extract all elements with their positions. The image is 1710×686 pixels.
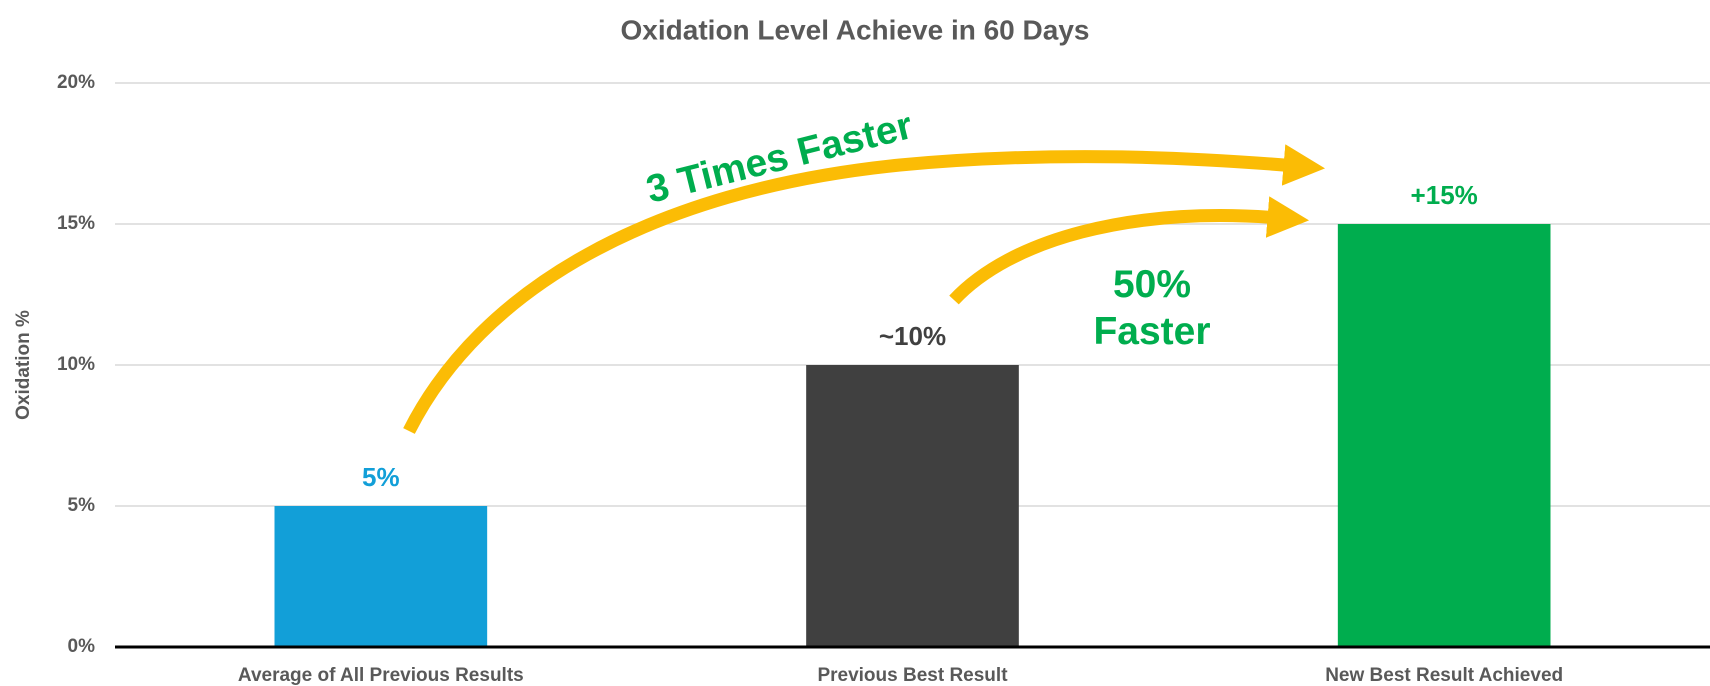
x-tick-label: Previous Best Result: [817, 665, 1008, 686]
y-axis-label: Oxidation %: [13, 310, 34, 420]
annotation-line: 50%: [1113, 263, 1191, 306]
bar: [806, 365, 1019, 647]
value-label: +15%: [1411, 180, 1478, 210]
annotation: 50% Faster: [1093, 263, 1210, 353]
y-tick-label: 10%: [57, 354, 95, 375]
value-label: 5%: [362, 462, 400, 492]
bars: Average of All Previous Results 5% Previou…: [238, 180, 1563, 686]
y-tick-label: 5%: [68, 495, 96, 516]
value-label: ~10%: [879, 321, 946, 351]
x-tick-label: New Best Result Achieved: [1325, 665, 1563, 686]
y-tick-label: 15%: [57, 213, 95, 234]
arrow: [403, 144, 1326, 434]
annotation: 3 Times Faster: [642, 104, 917, 212]
y-tick-label: 20%: [57, 72, 95, 93]
chart-title: Oxidation Level Achieve in 60 Days: [621, 14, 1090, 45]
bar: [274, 506, 488, 647]
y-tick-label: 0%: [68, 636, 96, 657]
bar: [1337, 224, 1551, 647]
x-tick-label: Average of All Previous Results: [238, 665, 524, 686]
arrow: [949, 196, 1310, 305]
annotation-line: Faster: [1093, 310, 1210, 353]
